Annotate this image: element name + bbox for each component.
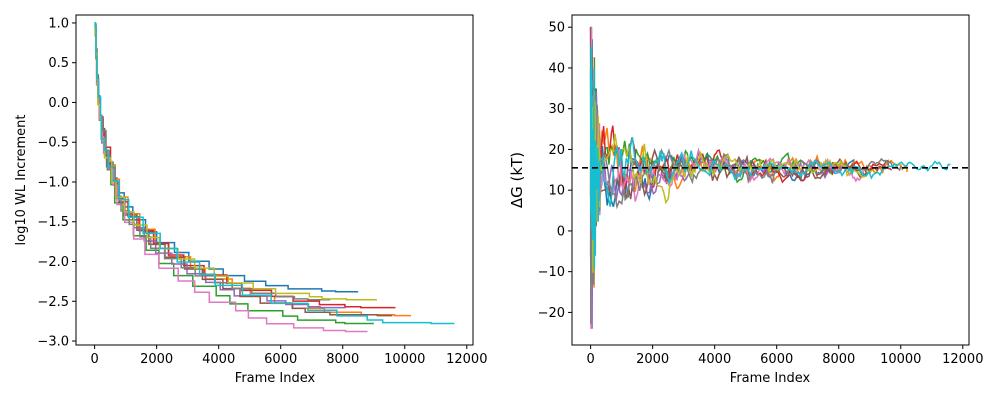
left-chart: 0 2000 4000 6000 8000 10000 12000 1.0 0.5 0.0 −0.… xyxy=(14,14,487,386)
left-x-tick-label: 6000 xyxy=(264,352,297,367)
left-y-tick-label: 0.5 xyxy=(48,56,69,71)
right-series-line-5 xyxy=(589,27,890,244)
left-series-line-5 xyxy=(94,22,393,317)
left-y-ticks: 1.0 0.5 0.0 −0.5 −1.0 −1.5 −2.0 −2.5 −3.0 xyxy=(37,16,76,350)
left-y-tick-label: −2.0 xyxy=(37,255,69,270)
right-series-group xyxy=(572,26,969,329)
left-series-line-1 xyxy=(94,22,411,317)
left-x-tick-label: 2000 xyxy=(140,352,173,367)
right-x-tick-label: 12000 xyxy=(942,352,983,367)
right-chart: 0 2000 4000 6000 8000 10000 12000 50 40 30 20 10 0 −… xyxy=(508,14,983,386)
left-x-axis-label: Frame Index xyxy=(235,371,316,386)
right-x-tick-label: 2000 xyxy=(636,352,669,367)
left-series-line-3 xyxy=(94,22,396,309)
right-y-ticks: 50 40 30 20 10 0 −10 −20 xyxy=(538,21,572,321)
right-y-tick-label: 50 xyxy=(548,21,565,36)
right-x-tick-label: 8000 xyxy=(822,352,855,367)
left-x-ticks: 0 2000 4000 6000 8000 10000 12000 xyxy=(90,345,487,367)
left-x-tick-label: 12000 xyxy=(446,352,487,367)
left-series-line-0 xyxy=(94,22,359,293)
right-x-tick-label: 6000 xyxy=(760,352,793,367)
left-series-line-4 xyxy=(94,22,346,309)
right-y-tick-label: −10 xyxy=(538,265,565,280)
left-y-tick-label: 1.0 xyxy=(48,16,69,31)
left-x-tick-label: 8000 xyxy=(326,352,359,367)
left-y-tick-label: −1.0 xyxy=(37,175,69,190)
right-x-ticks: 0 2000 4000 6000 8000 10000 12000 xyxy=(586,345,983,367)
right-axes-frame xyxy=(571,14,970,346)
left-y-tick-label: −3.0 xyxy=(37,335,69,350)
right-y-tick-label: 40 xyxy=(548,61,565,76)
right-y-axis-label: ΔG (kT) xyxy=(508,152,526,208)
right-series-line-9 xyxy=(589,46,951,269)
right-x-tick-label: 4000 xyxy=(698,352,731,367)
left-x-tick-label: 4000 xyxy=(202,352,235,367)
left-series-line-2 xyxy=(94,22,374,325)
right-series-line-3 xyxy=(589,27,893,271)
left-y-axis-label: log10 WL Increment xyxy=(14,115,29,246)
right-x-axis-label: Frame Index xyxy=(730,371,811,386)
right-y-tick-label: −20 xyxy=(538,306,565,321)
right-x-tick-label: 10000 xyxy=(880,352,921,367)
left-y-tick-label: −0.5 xyxy=(37,136,69,151)
left-series-line-9 xyxy=(94,22,455,325)
left-x-tick-label: 0 xyxy=(90,352,98,367)
left-y-tick-label: −2.5 xyxy=(37,295,69,310)
right-x-tick-label: 0 xyxy=(586,352,594,367)
right-y-tick-label: 10 xyxy=(548,184,565,199)
right-y-tick-label: 20 xyxy=(548,143,565,158)
left-y-tick-label: −1.5 xyxy=(37,215,69,230)
left-series-group xyxy=(94,22,455,333)
left-series-line-7 xyxy=(94,22,331,301)
right-y-tick-label: 30 xyxy=(548,102,565,117)
left-axes-frame xyxy=(75,14,474,346)
left-y-tick-label: 0.0 xyxy=(48,96,69,111)
right-y-tick-label: 0 xyxy=(557,224,565,239)
right-series-line-8 xyxy=(589,78,874,273)
left-x-tick-label: 10000 xyxy=(384,352,425,367)
left-series-line-8 xyxy=(94,22,377,301)
